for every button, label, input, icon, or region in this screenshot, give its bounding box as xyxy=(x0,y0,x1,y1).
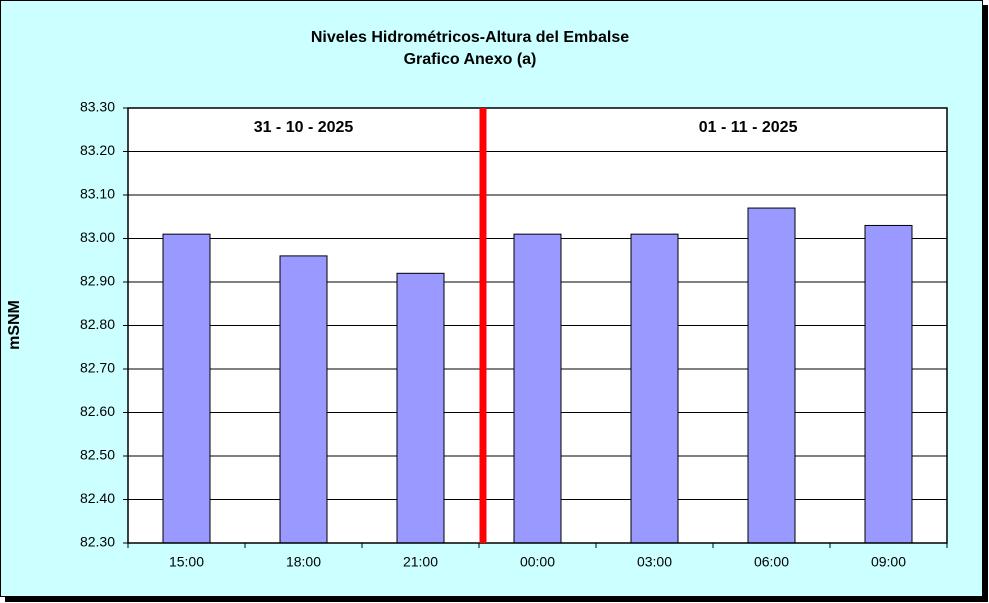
y-tick-label: 82.30 xyxy=(80,534,115,550)
chart-subtitle: Grafico Anexo (a) xyxy=(404,51,537,68)
bar xyxy=(162,233,211,544)
y-tick-label: 82.70 xyxy=(80,360,115,376)
bar xyxy=(396,272,445,544)
y-tick-label: 82.80 xyxy=(80,316,115,332)
x-tick-label: 21:00 xyxy=(403,554,438,570)
bar xyxy=(279,255,328,544)
plot-border xyxy=(127,107,948,544)
y-tick-label: 82.60 xyxy=(80,403,115,419)
bar xyxy=(747,207,796,544)
bar xyxy=(630,233,679,544)
annotation: 01 - 11 - 2025 xyxy=(699,119,798,136)
bar xyxy=(864,224,913,544)
y-tick-label: 83.10 xyxy=(80,186,115,202)
chart-title: Niveles Hidrométricos-Altura del Embalse xyxy=(311,29,629,46)
y-tick-label: 83.30 xyxy=(80,99,115,115)
annotation: 31 - 10 - 2025 xyxy=(254,119,354,136)
y-tick-label: 83.20 xyxy=(80,142,115,158)
y-tick-label: 83.00 xyxy=(80,229,115,245)
y-tick-label: 82.90 xyxy=(80,273,115,289)
y-axis-label: mSNM xyxy=(6,300,23,350)
x-tick-label: 09:00 xyxy=(871,554,906,570)
y-tick-label: 82.40 xyxy=(80,490,115,506)
x-tick-label: 15:00 xyxy=(169,554,204,570)
y-tick-label: 82.50 xyxy=(80,447,115,463)
bar xyxy=(513,233,562,544)
x-tick-label: 03:00 xyxy=(637,554,672,570)
x-tick-label: 00:00 xyxy=(520,554,555,570)
x-tick-label: 06:00 xyxy=(754,554,789,570)
x-tick-label: 18:00 xyxy=(286,554,321,570)
